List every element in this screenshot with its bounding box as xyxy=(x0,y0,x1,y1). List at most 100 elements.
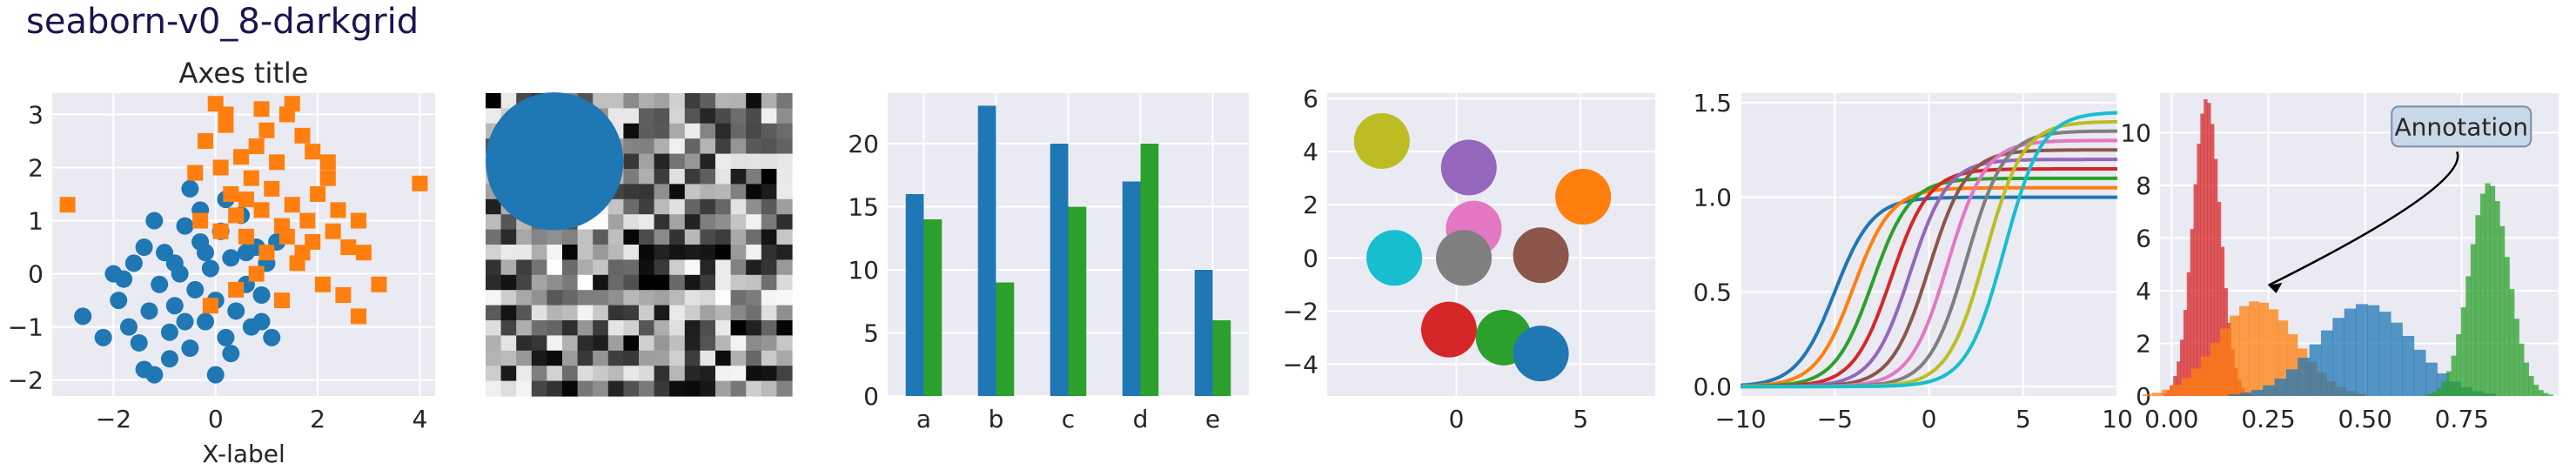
image-pixel xyxy=(516,380,533,397)
image-pixel xyxy=(730,290,747,306)
scatter-point xyxy=(238,228,254,245)
image-pixel xyxy=(486,380,502,397)
image-pixel xyxy=(486,350,502,366)
histogram-bar xyxy=(2456,334,2462,396)
image-pixel xyxy=(607,366,624,382)
scatter-point xyxy=(186,280,205,299)
image-pixel xyxy=(516,350,533,366)
image-pixel xyxy=(700,214,716,231)
image-pixel xyxy=(639,320,655,336)
image-pixel xyxy=(486,245,502,260)
color-circle xyxy=(1366,230,1423,286)
image-pixel xyxy=(761,290,777,306)
image-pixel xyxy=(746,93,762,109)
image-pixel xyxy=(639,305,655,321)
histogram-bar xyxy=(2490,185,2496,396)
histogram-bar xyxy=(2268,309,2279,396)
image-pixel xyxy=(654,350,670,366)
histogram-bar xyxy=(2344,308,2357,396)
y-tick-label: 1.0 xyxy=(1693,184,1732,212)
image-pixel xyxy=(730,350,747,366)
image-pixel xyxy=(746,138,762,155)
histogram-bar xyxy=(2513,319,2519,396)
scatter-point xyxy=(227,302,245,320)
image-pixel xyxy=(639,366,655,382)
image-pixel xyxy=(715,380,732,397)
histogram-bar xyxy=(2193,184,2197,396)
image-pixel xyxy=(730,108,747,124)
image-pixel xyxy=(669,198,686,215)
image-pixel xyxy=(700,123,716,139)
image-pixel xyxy=(562,320,579,336)
histogram-bar xyxy=(2485,183,2491,396)
y-tick-label: −2 xyxy=(1283,297,1318,326)
image-pixel xyxy=(500,290,517,306)
image-pixel xyxy=(746,259,762,276)
image-pixel xyxy=(516,290,533,306)
image-pixel xyxy=(776,123,793,139)
image-pixel xyxy=(562,366,579,382)
color-circle xyxy=(1353,112,1410,169)
image-pixel xyxy=(654,169,670,185)
image-pixel xyxy=(761,138,777,155)
image-pixel xyxy=(746,305,762,321)
image-pixel xyxy=(500,274,517,291)
image-pixel xyxy=(700,93,716,109)
image-pixel xyxy=(700,259,716,276)
scatter-point xyxy=(252,286,271,304)
scatter-point xyxy=(264,180,280,197)
image-pixel xyxy=(700,335,716,352)
image-pixel xyxy=(700,380,716,397)
image-pixel xyxy=(547,290,563,306)
scatter-point xyxy=(187,164,204,181)
image-pixel xyxy=(623,214,640,231)
y-tick-label: 6 xyxy=(1303,84,1318,113)
image-pixel xyxy=(654,198,670,215)
histogram-bar xyxy=(2465,276,2472,396)
image-pixel xyxy=(761,108,777,124)
histogram-bar xyxy=(2533,385,2539,396)
image-pixel xyxy=(669,123,686,139)
image-pixel xyxy=(593,335,609,352)
image-pixel xyxy=(700,229,716,245)
image-pixel xyxy=(669,366,686,382)
image-pixel xyxy=(715,184,732,200)
histogram-bar xyxy=(2274,378,2287,396)
scatter-point xyxy=(217,328,235,346)
image-pixel xyxy=(654,366,670,382)
image-pixel xyxy=(639,108,655,124)
y-tick-label: −1 xyxy=(8,313,44,342)
image-pixel xyxy=(730,138,747,155)
image-pixel xyxy=(761,153,777,170)
scatter-point xyxy=(340,239,357,256)
image-pixel xyxy=(684,350,701,366)
image-pixel xyxy=(684,229,701,245)
overlay-circle xyxy=(486,92,624,231)
histogram-bar xyxy=(2494,201,2500,396)
image-pixel xyxy=(715,274,732,291)
image-pixel xyxy=(761,380,777,397)
histogram-bar xyxy=(2436,388,2442,396)
scatter-point xyxy=(176,312,194,331)
image-pixel xyxy=(639,380,655,397)
image-pixel xyxy=(669,214,686,231)
image-pixel xyxy=(547,350,563,366)
scatter-point xyxy=(412,175,428,191)
image-pixel xyxy=(761,169,777,185)
histogram-bar xyxy=(2251,389,2264,396)
image-pixel xyxy=(654,138,670,155)
image-pixel xyxy=(562,305,579,321)
image-pixel xyxy=(730,153,747,170)
image-pixel xyxy=(776,198,793,215)
image-pixel xyxy=(593,320,609,336)
image-pixel xyxy=(500,305,517,321)
sigmoid-line xyxy=(1740,195,2117,387)
image-pixel xyxy=(547,274,563,291)
histogram-bar xyxy=(2367,305,2380,396)
y-tick-label: 1.5 xyxy=(1693,89,1732,118)
y-tick-label: 3 xyxy=(28,100,44,129)
image-pixel xyxy=(639,198,655,215)
image-pixel xyxy=(746,153,762,170)
image-pixel xyxy=(547,320,563,336)
scatter-point xyxy=(319,154,336,171)
